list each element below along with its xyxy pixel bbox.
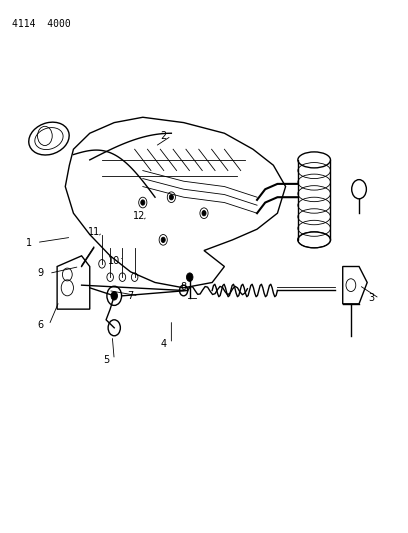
Circle shape	[161, 237, 165, 243]
Text: 4114  4000: 4114 4000	[12, 19, 71, 29]
Circle shape	[169, 195, 173, 200]
Text: 12: 12	[133, 211, 145, 221]
Circle shape	[202, 211, 206, 216]
Text: 6: 6	[38, 320, 44, 330]
Text: 10: 10	[108, 256, 120, 266]
Text: 2: 2	[160, 131, 166, 141]
Circle shape	[141, 200, 145, 205]
Text: 11: 11	[88, 227, 100, 237]
Text: 3: 3	[368, 294, 375, 303]
Text: 1: 1	[25, 238, 32, 247]
Text: 7: 7	[127, 291, 134, 301]
Text: 8: 8	[180, 282, 187, 292]
Text: 9: 9	[38, 269, 44, 278]
Text: 4: 4	[160, 339, 166, 349]
Circle shape	[186, 273, 193, 281]
Circle shape	[111, 292, 118, 300]
Text: 5: 5	[103, 355, 109, 365]
